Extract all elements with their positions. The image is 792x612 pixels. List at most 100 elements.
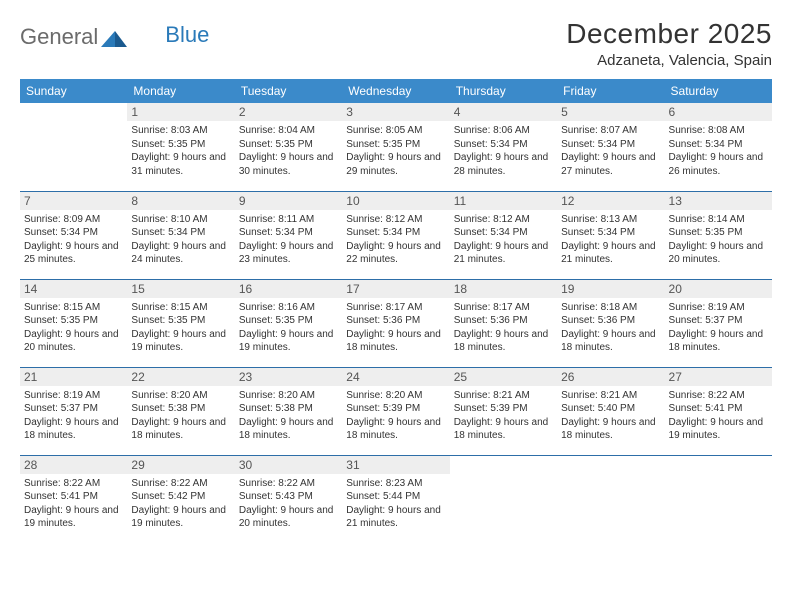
day-info: Sunrise: 8:19 AMSunset: 5:37 PMDaylight:… — [669, 301, 768, 355]
day-info: Sunrise: 8:05 AMSunset: 5:35 PMDaylight:… — [346, 124, 445, 178]
day-number: 15 — [127, 280, 234, 298]
day-number: 3 — [342, 103, 449, 121]
day-info: Sunrise: 8:17 AMSunset: 5:36 PMDaylight:… — [346, 301, 445, 355]
calendar-day-cell: 10Sunrise: 8:12 AMSunset: 5:34 PMDayligh… — [342, 191, 449, 279]
day-info: Sunrise: 8:22 AMSunset: 5:42 PMDaylight:… — [131, 477, 230, 531]
day-number: 26 — [557, 368, 664, 386]
calendar-day-cell: 29 Sunrise: 8:22 AMSunset: 5:42 PMDayligh… — [127, 455, 234, 543]
calendar-day-cell: 5Sunrise: 8:07 AMSunset: 5:34 PMDaylight… — [557, 103, 664, 191]
day-number: 8 — [127, 192, 234, 210]
day-number: 9 — [235, 192, 342, 210]
day-info: Sunrise: 8:07 AMSunset: 5:34 PMDaylight:… — [561, 124, 660, 178]
calendar-day-cell: 7 Sunrise: 8:09 AMSunset: 5:34 PMDaylight… — [20, 191, 127, 279]
calendar-day-cell: 20 Sunrise: 8:19 AMSunset: 5:37 PMDayligh… — [665, 279, 772, 367]
calendar-day-cell: 11 Sunrise: 8:12 AMSunset: 5:34 PMDayligh… — [450, 191, 557, 279]
calendar-day-cell — [665, 455, 772, 543]
day-info: Sunrise: 8:19 AMSunset: 5:37 PMDaylight:… — [24, 389, 123, 443]
day-info: Sunrise: 8:21 AMSunset: 5:40 PMDaylight:… — [561, 389, 660, 443]
calendar-day-cell: 3 Sunrise: 8:05 AMSunset: 5:35 PMDaylight… — [342, 103, 449, 191]
calendar-day-cell: 24 Sunrise: 8:20 AMSunset: 5:39 PMDayligh… — [342, 367, 449, 455]
day-info: Sunrise: 8:22 AMSunset: 5:41 PMDaylight:… — [24, 477, 123, 531]
weekday-header: Wednesday — [342, 79, 449, 103]
brand-triangle-icon — [101, 29, 127, 47]
calendar-week-row: 14Sunrise: 8:15 AMSunset: 5:35 PMDayligh… — [20, 279, 772, 367]
day-info: Sunrise: 8:18 AMSunset: 5:36 PMDaylight:… — [561, 301, 660, 355]
calendar-day-cell: 17Sunrise: 8:17 AMSunset: 5:36 PMDayligh… — [342, 279, 449, 367]
day-info: Sunrise: 8:12 AMSunset: 5:34 PMDaylight:… — [346, 213, 445, 267]
calendar-day-cell: 31 Sunrise: 8:23 AMSunset: 5:44 PMDayligh… — [342, 455, 449, 543]
day-number: 31 — [342, 456, 449, 474]
weekday-header: Saturday — [665, 79, 772, 103]
day-info: Sunrise: 8:17 AMSunset: 5:36 PMDaylight:… — [454, 301, 553, 355]
calendar-week-row: 21Sunrise: 8:19 AMSunset: 5:37 PMDayligh… — [20, 367, 772, 455]
brand-logo: General Blue — [20, 18, 209, 50]
calendar-day-cell: 19 Sunrise: 8:18 AMSunset: 5:36 PMDayligh… — [557, 279, 664, 367]
day-number: 20 — [665, 280, 772, 298]
calendar-day-cell: 23 Sunrise: 8:20 AMSunset: 5:38 PMDayligh… — [235, 367, 342, 455]
day-info: Sunrise: 8:22 AMSunset: 5:43 PMDaylight:… — [239, 477, 338, 531]
calendar-day-cell: 28Sunrise: 8:22 AMSunset: 5:41 PMDayligh… — [20, 455, 127, 543]
calendar-day-cell: 12Sunrise: 8:13 AMSunset: 5:34 PMDayligh… — [557, 191, 664, 279]
day-number: 16 — [235, 280, 342, 298]
calendar-week-row: 1 Sunrise: 8:03 AMSunset: 5:35 PMDaylight… — [20, 103, 772, 191]
day-info: Sunrise: 8:21 AMSunset: 5:39 PMDaylight:… — [454, 389, 553, 443]
month-title: December 2025 — [566, 18, 772, 50]
day-number: 2 — [235, 103, 342, 121]
day-info: Sunrise: 8:14 AMSunset: 5:35 PMDaylight:… — [669, 213, 768, 267]
weekday-header: Tuesday — [235, 79, 342, 103]
day-number: 4 — [450, 103, 557, 121]
day-info: Sunrise: 8:15 AMSunset: 5:35 PMDaylight:… — [131, 301, 230, 355]
day-info: Sunrise: 8:12 AMSunset: 5:34 PMDaylight:… — [454, 213, 553, 267]
day-number: 19 — [557, 280, 664, 298]
weekday-header-row: SundayMondayTuesdayWednesdayThursdayFrid… — [20, 79, 772, 103]
calendar-day-cell: 2Sunrise: 8:04 AMSunset: 5:35 PMDaylight… — [235, 103, 342, 191]
calendar-week-row: 7 Sunrise: 8:09 AMSunset: 5:34 PMDaylight… — [20, 191, 772, 279]
day-info: Sunrise: 8:03 AMSunset: 5:35 PMDaylight:… — [131, 124, 230, 178]
day-number: 29 — [127, 456, 234, 474]
calendar-day-cell — [557, 455, 664, 543]
calendar-day-cell: 21Sunrise: 8:19 AMSunset: 5:37 PMDayligh… — [20, 367, 127, 455]
calendar-day-cell: 6Sunrise: 8:08 AMSunset: 5:34 PMDaylight… — [665, 103, 772, 191]
day-number: 23 — [235, 368, 342, 386]
day-info: Sunrise: 8:20 AMSunset: 5:38 PMDaylight:… — [239, 389, 338, 443]
day-number: 25 — [450, 368, 557, 386]
day-number: 22 — [127, 368, 234, 386]
day-number: 6 — [665, 103, 772, 121]
day-number: 1 — [127, 103, 234, 121]
weekday-header: Sunday — [20, 79, 127, 103]
day-number: 30 — [235, 456, 342, 474]
calendar-day-cell: 27Sunrise: 8:22 AMSunset: 5:41 PMDayligh… — [665, 367, 772, 455]
day-info: Sunrise: 8:15 AMSunset: 5:35 PMDaylight:… — [24, 301, 123, 355]
day-info: Sunrise: 8:11 AMSunset: 5:34 PMDaylight:… — [239, 213, 338, 267]
calendar-day-cell: 1 Sunrise: 8:03 AMSunset: 5:35 PMDaylight… — [127, 103, 234, 191]
day-info: Sunrise: 8:20 AMSunset: 5:38 PMDaylight:… — [131, 389, 230, 443]
day-info: Sunrise: 8:20 AMSunset: 5:39 PMDaylight:… — [346, 389, 445, 443]
calendar-day-cell: 25 Sunrise: 8:21 AMSunset: 5:39 PMDayligh… — [450, 367, 557, 455]
day-number: 14 — [20, 280, 127, 298]
day-number: 7 — [20, 192, 127, 210]
day-info: Sunrise: 8:23 AMSunset: 5:44 PMDaylight:… — [346, 477, 445, 531]
day-info: Sunrise: 8:09 AMSunset: 5:34 PMDaylight:… — [24, 213, 123, 267]
day-number: 11 — [450, 192, 557, 210]
calendar-day-cell: 30 Sunrise: 8:22 AMSunset: 5:43 PMDayligh… — [235, 455, 342, 543]
calendar-day-cell: 8Sunrise: 8:10 AMSunset: 5:34 PMDaylight… — [127, 191, 234, 279]
day-number: 27 — [665, 368, 772, 386]
calendar-day-cell — [450, 455, 557, 543]
weekday-header: Monday — [127, 79, 234, 103]
brand-name-1: General — [20, 24, 98, 50]
calendar-day-cell: 16 Sunrise: 8:16 AMSunset: 5:35 PMDayligh… — [235, 279, 342, 367]
day-number: 13 — [665, 192, 772, 210]
calendar-day-cell: 18Sunrise: 8:17 AMSunset: 5:36 PMDayligh… — [450, 279, 557, 367]
calendar-week-row: 28Sunrise: 8:22 AMSunset: 5:41 PMDayligh… — [20, 455, 772, 543]
weekday-header: Friday — [557, 79, 664, 103]
calendar-day-cell: 4 Sunrise: 8:06 AMSunset: 5:34 PMDaylight… — [450, 103, 557, 191]
day-number: 24 — [342, 368, 449, 386]
day-info: Sunrise: 8:06 AMSunset: 5:34 PMDaylight:… — [454, 124, 553, 178]
title-block: December 2025 Adzaneta, Valencia, Spain — [566, 18, 772, 69]
day-info: Sunrise: 8:16 AMSunset: 5:35 PMDaylight:… — [239, 301, 338, 355]
calendar-table: SundayMondayTuesdayWednesdayThursdayFrid… — [20, 79, 772, 543]
calendar-day-cell: 13 Sunrise: 8:14 AMSunset: 5:35 PMDayligh… — [665, 191, 772, 279]
day-info: Sunrise: 8:13 AMSunset: 5:34 PMDaylight:… — [561, 213, 660, 267]
calendar-body: 1 Sunrise: 8:03 AMSunset: 5:35 PMDaylight… — [20, 103, 772, 543]
calendar-day-cell: 26 Sunrise: 8:21 AMSunset: 5:40 PMDayligh… — [557, 367, 664, 455]
